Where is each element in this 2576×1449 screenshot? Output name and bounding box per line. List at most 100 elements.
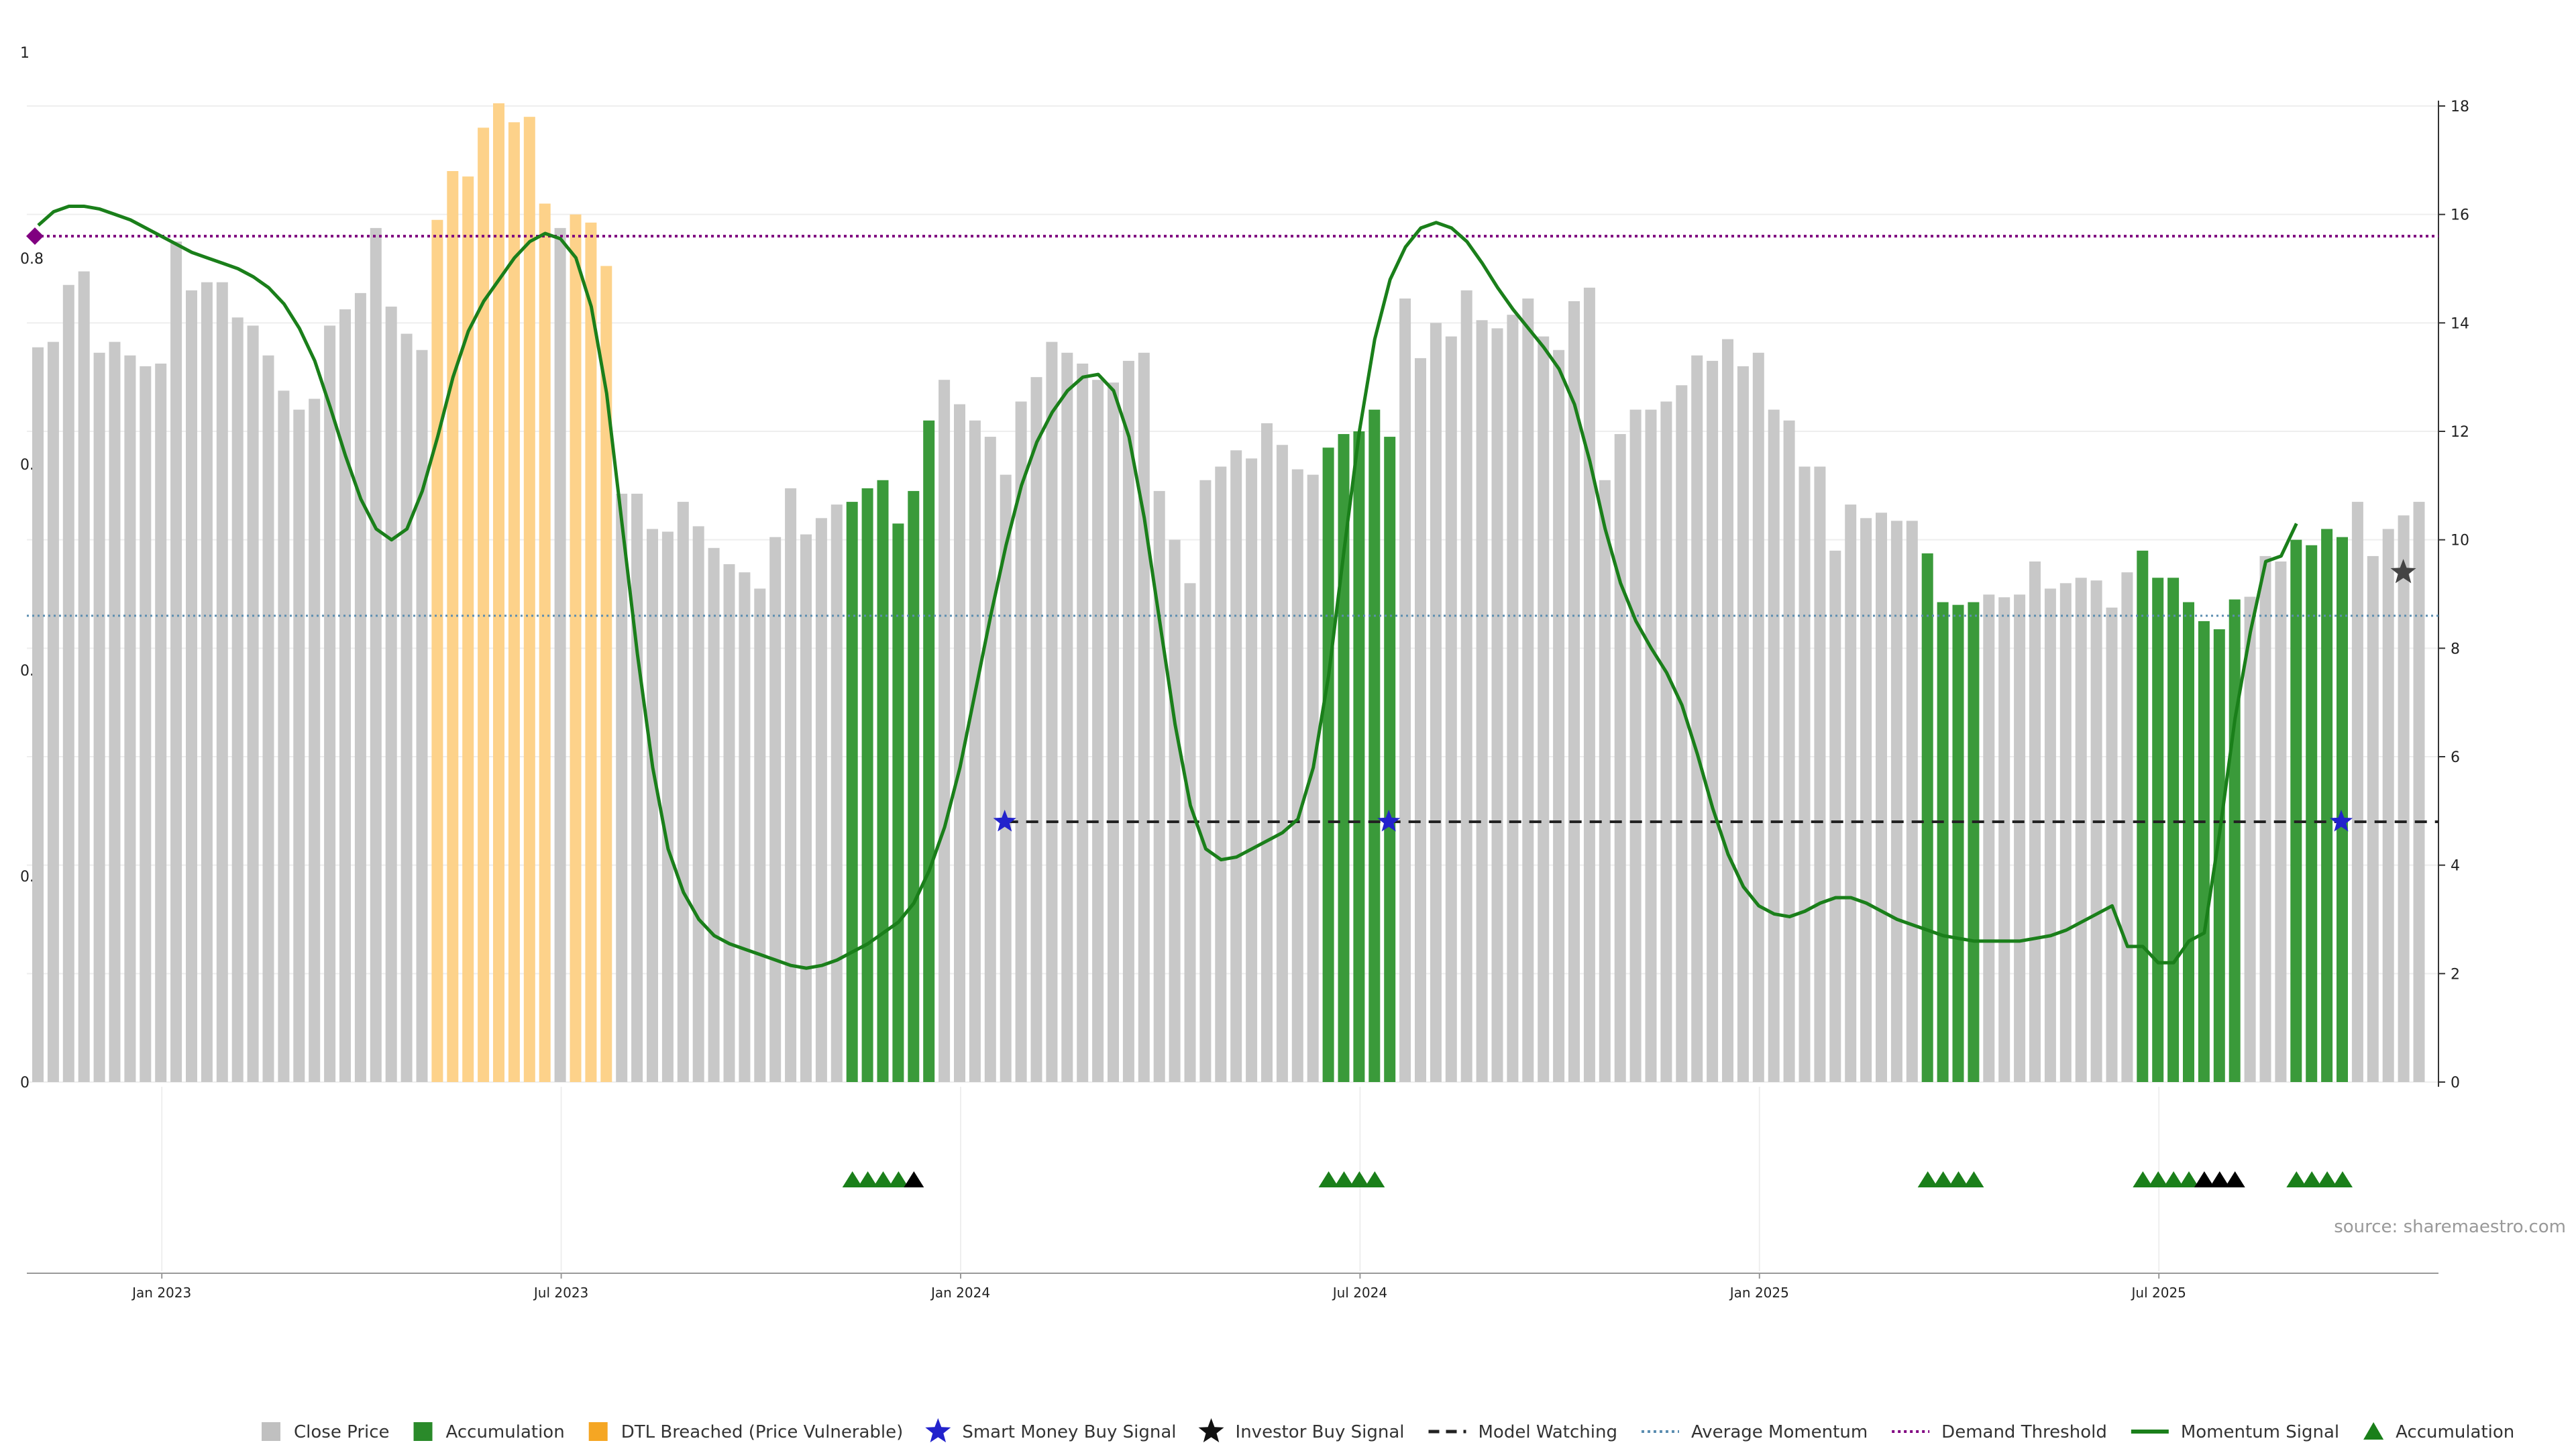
close-price-bar	[938, 380, 951, 1083]
close-price-bar	[1998, 597, 2010, 1082]
close-price-bar	[739, 572, 751, 1082]
right-tick-label: 16	[2451, 207, 2469, 224]
close-price-bar	[1568, 301, 1580, 1082]
legend-swatch	[262, 1422, 280, 1441]
close-price-bar	[2413, 502, 2425, 1082]
close-price-bar	[2044, 588, 2056, 1082]
close-price-bar	[155, 363, 167, 1083]
right-tick-label: 0	[2451, 1075, 2460, 1091]
legend-item: Model Watching	[1428, 1422, 1617, 1442]
close-price-bar	[661, 531, 674, 1082]
accumulation-bar	[923, 420, 935, 1082]
legend-swatch	[2363, 1422, 2384, 1440]
investor-marker	[2224, 1171, 2245, 1187]
close-price-bar	[2121, 572, 2133, 1082]
accumulation-marker	[1933, 1171, 1953, 1187]
close-price-bar	[201, 282, 213, 1082]
close-price-bar	[247, 325, 259, 1082]
close-price-bar	[339, 309, 351, 1082]
x-tick-label: Jan 2023	[131, 1285, 191, 1301]
close-price-bar	[1906, 521, 1918, 1082]
close-price-bar	[1799, 466, 1811, 1082]
close-price-bar	[2106, 607, 2118, 1082]
accumulation-marker	[2163, 1171, 2184, 1187]
close-price-bar	[1215, 466, 1227, 1082]
smart-money-buy-signal	[2329, 810, 2353, 832]
legend-item: Accumulation	[413, 1422, 565, 1442]
close-price-bar	[1399, 298, 1411, 1082]
close-price-bar	[1722, 339, 1733, 1082]
close-price-bar	[1030, 377, 1042, 1082]
close-price-bar	[1599, 480, 1611, 1082]
close-price-bar	[2059, 583, 2072, 1082]
close-price-bar	[554, 227, 566, 1082]
close-price-bar	[1445, 336, 1457, 1083]
close-price-bar	[186, 290, 197, 1082]
investor-marker	[2209, 1171, 2230, 1187]
close-price-bar	[324, 325, 336, 1082]
investor-marker	[2194, 1171, 2214, 1187]
accumulation-marker	[2148, 1171, 2169, 1187]
x-tick-label: Jul 2025	[2131, 1285, 2186, 1301]
source-label: source: sharemaestro.com	[2334, 1217, 2566, 1237]
close-price-bar	[754, 588, 766, 1082]
accumulation-marker	[873, 1171, 894, 1187]
legend-item: Investor Buy Signal	[1198, 1418, 1405, 1443]
accumulation-marker	[888, 1171, 909, 1187]
close-price-bar	[1077, 363, 1089, 1083]
demand-threshold-marker	[26, 227, 44, 245]
legend-label: Close Price	[294, 1422, 390, 1442]
close-price-bar	[1783, 420, 1795, 1082]
bars	[32, 103, 2425, 1083]
close-price-bar	[723, 564, 735, 1082]
close-price-bar	[1829, 550, 1841, 1082]
legend-label: Model Watching	[1479, 1422, 1617, 1442]
close-price-bar	[278, 390, 290, 1082]
close-price-bar	[1261, 423, 1273, 1082]
legend-swatch	[413, 1422, 433, 1441]
close-price-bar	[1415, 358, 1426, 1082]
close-price-bar	[262, 355, 274, 1083]
close-price-bar	[1645, 409, 1657, 1082]
accumulation-marker	[2302, 1171, 2322, 1187]
accumulation-bar	[1368, 409, 1381, 1082]
accumulation-marker	[857, 1171, 878, 1187]
close-price-bar	[1707, 360, 1719, 1082]
right-tick-label: 8	[2451, 641, 2460, 657]
close-price-bar	[1491, 328, 1503, 1083]
close-price-bar	[2367, 555, 2379, 1082]
smart-money-buy-signal	[1377, 810, 1401, 832]
close-price-bar	[1046, 341, 1058, 1082]
accumulation-bar	[2229, 599, 2241, 1082]
close-price-bar	[1752, 352, 1764, 1082]
legend-label: Accumulation	[2396, 1422, 2514, 1442]
legend-item: Momentum Signal	[2131, 1422, 2339, 1442]
close-price-bar	[677, 502, 689, 1082]
legend-item: DTL Breached (Price Vulnerable)	[588, 1422, 903, 1442]
accumulation-bar	[861, 488, 873, 1082]
legend-swatch	[1198, 1418, 1224, 1443]
dtl-breached-bar	[462, 176, 474, 1082]
close-price-bar	[93, 352, 105, 1082]
momentum-signal-line	[37, 205, 2298, 970]
close-price-bar	[1307, 474, 1319, 1082]
close-price-bar	[1876, 513, 1887, 1082]
close-price-bar	[2244, 596, 2256, 1082]
legend-item: Accumulation	[2363, 1422, 2514, 1442]
close-price-bar	[969, 420, 981, 1082]
lines	[27, 205, 2438, 970]
accumulation-marker	[1349, 1171, 1370, 1187]
accumulation-bar	[1952, 604, 1964, 1082]
accumulation-marker	[842, 1171, 863, 1187]
close-price-bar	[1768, 409, 1780, 1082]
close-price-bar	[815, 518, 827, 1082]
x-tick-label: Jan 2025	[1729, 1285, 1789, 1301]
close-price-bar	[785, 488, 797, 1082]
close-price-bar	[708, 547, 720, 1082]
accumulation-bar	[892, 523, 904, 1082]
close-price-bar	[1184, 583, 1196, 1082]
accumulation-bar	[1353, 431, 1365, 1082]
close-price-bar	[1153, 490, 1165, 1082]
legend-label: Momentum Signal	[2181, 1422, 2339, 1442]
left-tick-label: 0.8	[20, 251, 44, 268]
